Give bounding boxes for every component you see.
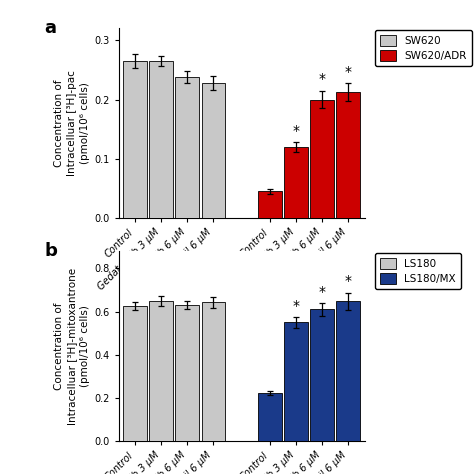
Bar: [175, 77, 200, 218]
Legend: LS180, LS180/MX: LS180, LS180/MX: [375, 253, 461, 289]
Text: *: *: [345, 274, 352, 288]
Bar: [258, 191, 282, 218]
Bar: [175, 305, 200, 441]
Bar: [336, 92, 360, 218]
Text: *: *: [345, 65, 352, 79]
Text: *: *: [319, 73, 326, 86]
Bar: [149, 61, 173, 218]
Bar: [310, 310, 334, 441]
Bar: [284, 322, 308, 441]
Bar: [149, 301, 173, 441]
Bar: [123, 61, 147, 218]
Text: a: a: [45, 19, 56, 37]
Bar: [201, 302, 226, 441]
Bar: [310, 100, 334, 218]
Bar: [336, 301, 360, 441]
Bar: [201, 83, 226, 218]
Bar: [258, 393, 282, 441]
Bar: [123, 306, 147, 441]
Text: *: *: [292, 299, 300, 313]
Text: *: *: [292, 124, 300, 138]
Legend: SW620, SW620/ADR: SW620, SW620/ADR: [375, 30, 472, 66]
Text: *: *: [319, 285, 326, 299]
Bar: [284, 147, 308, 218]
Y-axis label: Concentration of
Intracelluar [³H]-mitoxantrone
(pmol/10⁶ cells): Concentration of Intracelluar [³H]-mitox…: [54, 267, 90, 425]
Text: b: b: [45, 242, 57, 260]
Y-axis label: Concentration of
Intracelluar [³H]-pac
(pmol/10⁶ cells): Concentration of Intracelluar [³H]-pac (…: [54, 70, 90, 176]
